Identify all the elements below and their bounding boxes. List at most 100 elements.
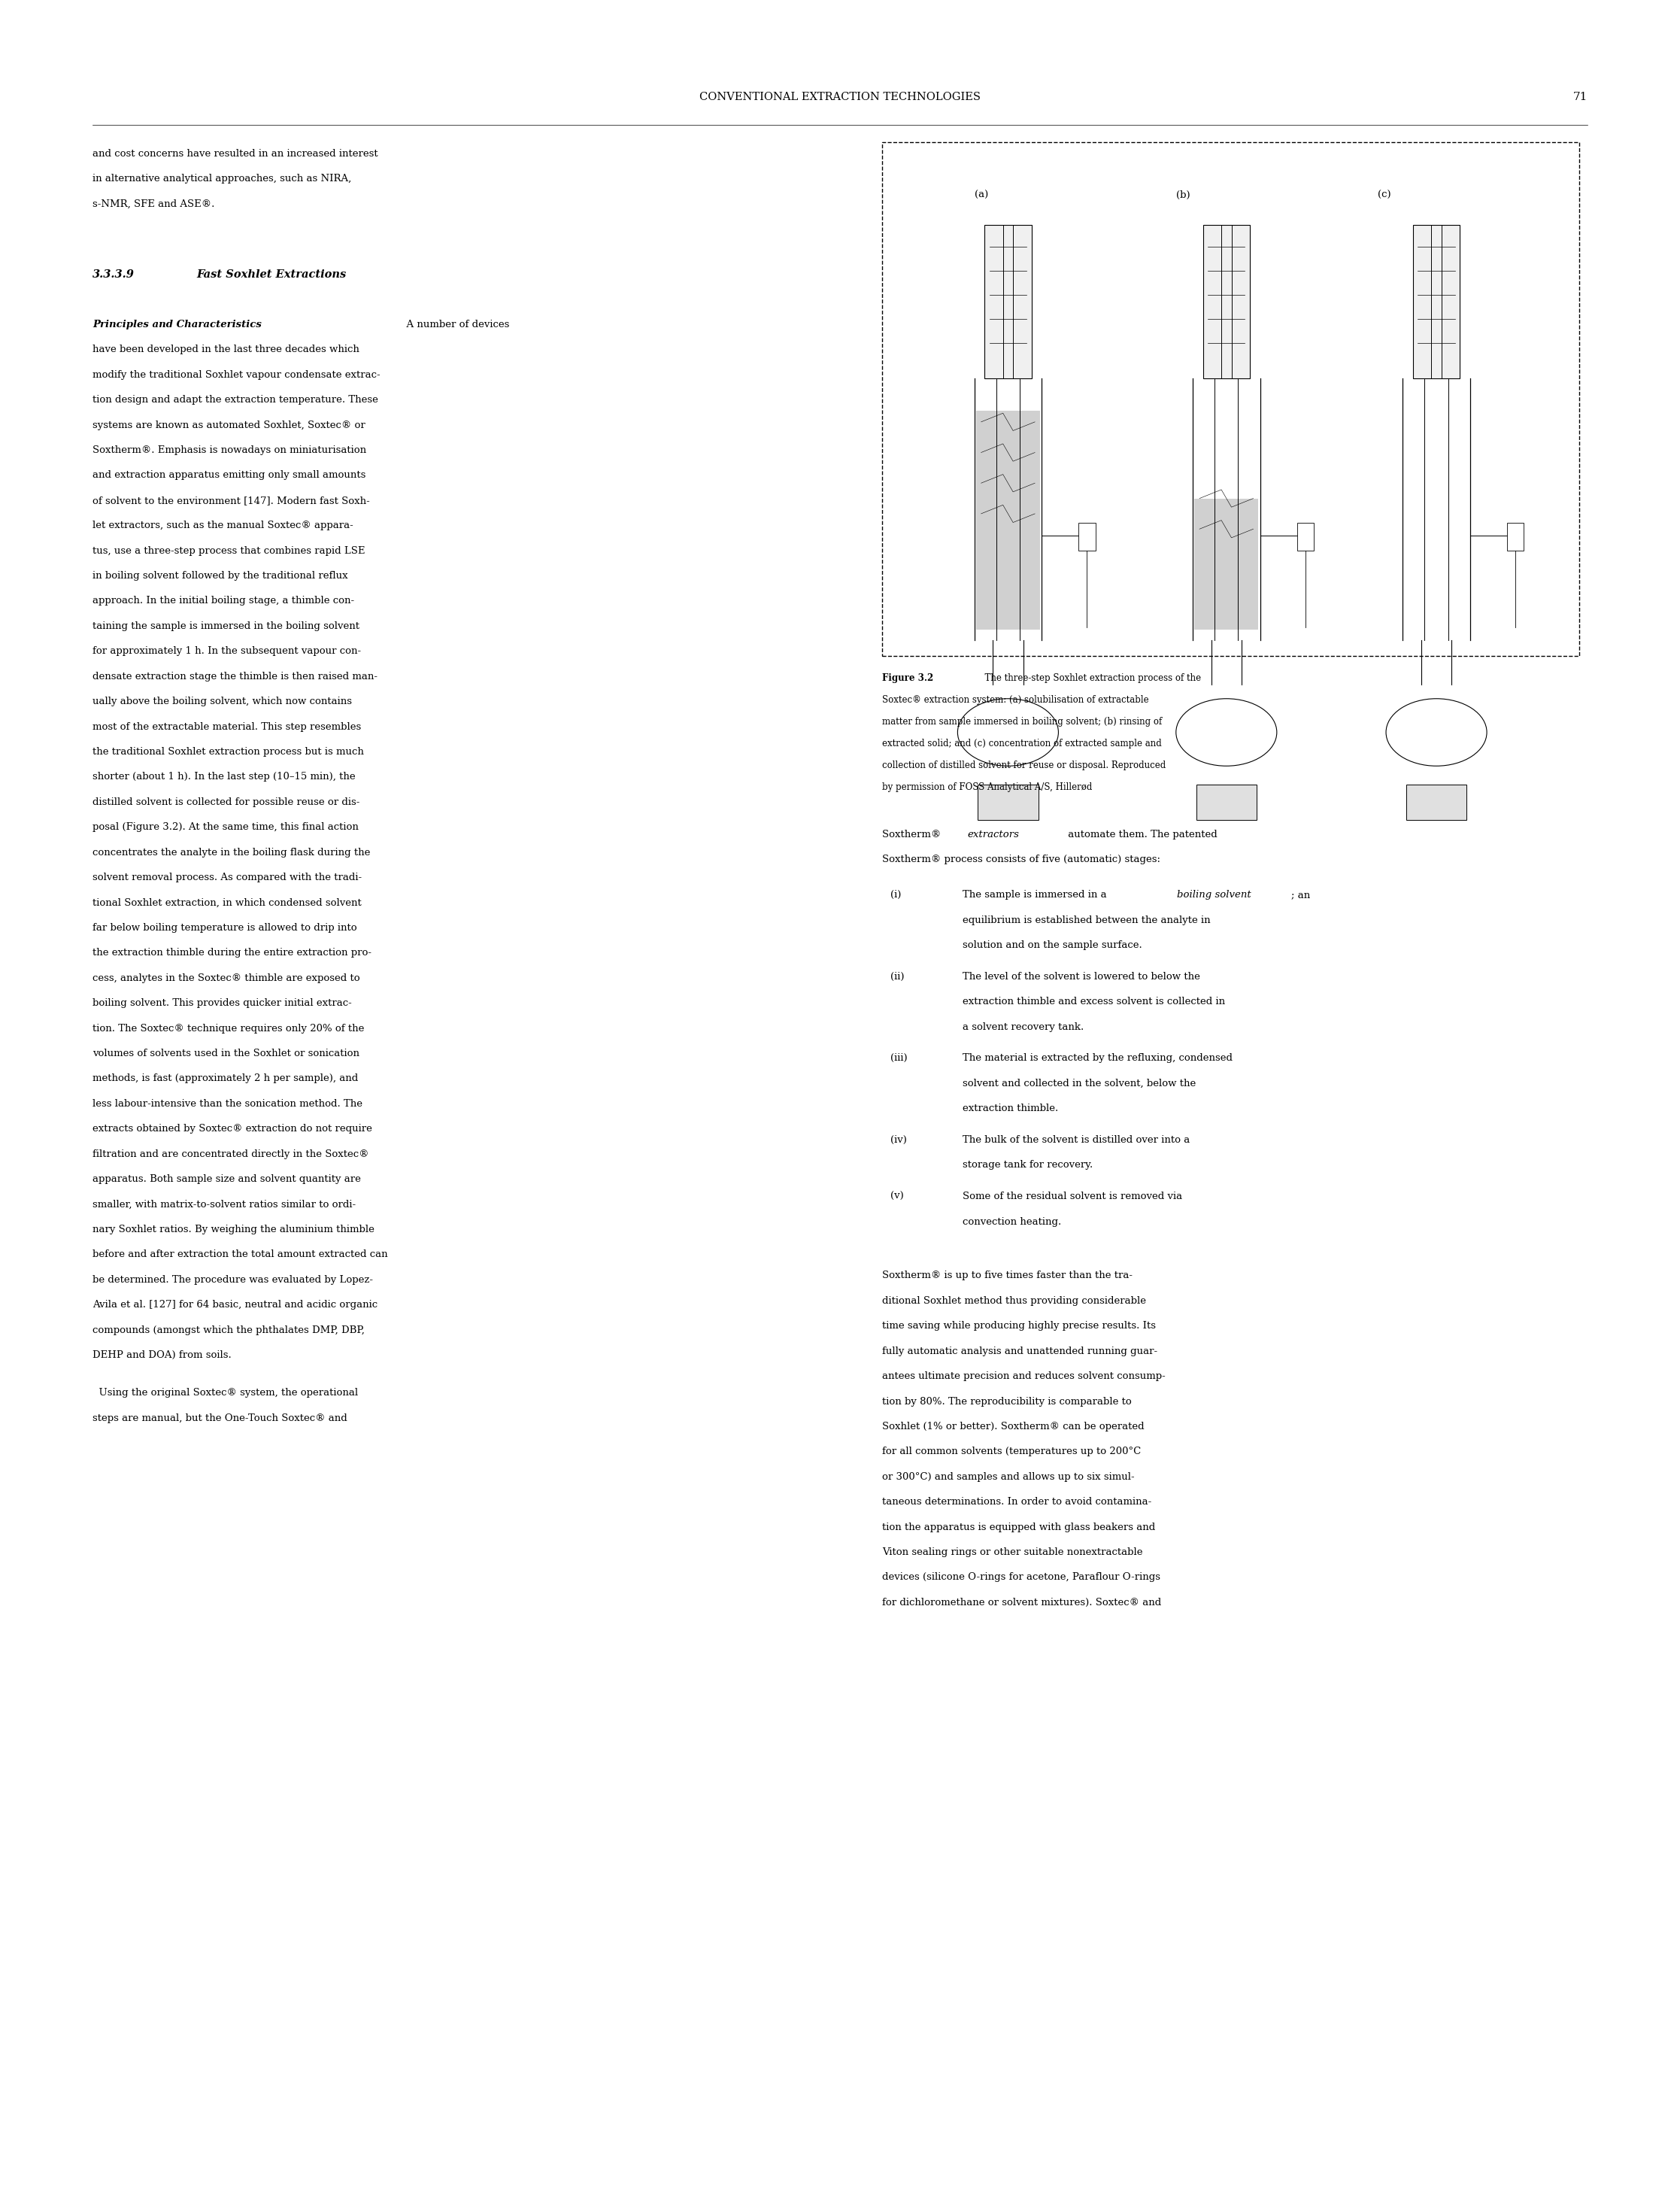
Text: for approximately 1 h. In the subsequent vapour con-: for approximately 1 h. In the subsequent… xyxy=(92,647,361,656)
Text: in boiling solvent followed by the traditional reflux: in boiling solvent followed by the tradi… xyxy=(92,571,348,581)
Text: or 300°C) and samples and allows up to six simul-: or 300°C) and samples and allows up to s… xyxy=(882,1471,1134,1482)
Text: The three-step Soxhlet extraction process of the: The three-step Soxhlet extraction proces… xyxy=(979,673,1201,682)
Text: posal (Figure 3.2). At the same time, this final action: posal (Figure 3.2). At the same time, th… xyxy=(92,822,358,833)
Text: Soxtherm® process consists of five (automatic) stages:: Soxtherm® process consists of five (auto… xyxy=(882,855,1161,866)
Text: Figure 3.2: Figure 3.2 xyxy=(882,673,934,682)
Text: Viton sealing rings or other suitable nonextractable: Viton sealing rings or other suitable no… xyxy=(882,1548,1142,1556)
Text: antees ultimate precision and reduces solvent consump-: antees ultimate precision and reduces so… xyxy=(882,1371,1166,1382)
Text: matter from sample immersed in boiling solvent; (b) rinsing of: matter from sample immersed in boiling s… xyxy=(882,717,1163,726)
Text: of solvent to the environment [147]. Modern fast Soxh-: of solvent to the environment [147]. Mod… xyxy=(92,496,370,505)
Bar xyxy=(976,411,1040,630)
Bar xyxy=(1413,225,1460,378)
Text: boiling solvent: boiling solvent xyxy=(1176,890,1252,901)
Text: cess, analytes in the Soxtec® thimble are exposed to: cess, analytes in the Soxtec® thimble ar… xyxy=(92,973,360,984)
Bar xyxy=(984,225,1032,378)
Text: fully automatic analysis and unattended running guar-: fully automatic analysis and unattended … xyxy=(882,1347,1158,1355)
Text: for dichloromethane or solvent mixtures). Soxtec® and: for dichloromethane or solvent mixtures)… xyxy=(882,1598,1161,1607)
Text: steps are manual, but the One-Touch Soxtec® and: steps are manual, but the One-Touch Soxt… xyxy=(92,1412,348,1423)
Bar xyxy=(1194,498,1258,630)
Text: and extraction apparatus emitting only small amounts: and extraction apparatus emitting only s… xyxy=(92,470,366,481)
Text: (i): (i) xyxy=(890,890,900,901)
Text: extraction thimble.: extraction thimble. xyxy=(963,1104,1058,1113)
Text: Using the original Soxtec® system, the operational: Using the original Soxtec® system, the o… xyxy=(92,1388,358,1397)
Text: tion design and adapt the extraction temperature. These: tion design and adapt the extraction tem… xyxy=(92,396,378,404)
Text: Avila et al. [127] for 64 basic, neutral and acidic organic: Avila et al. [127] for 64 basic, neutral… xyxy=(92,1301,378,1309)
Text: 3.3.3.9: 3.3.3.9 xyxy=(92,269,134,280)
Text: compounds (amongst which the phthalates DMP, DBP,: compounds (amongst which the phthalates … xyxy=(92,1325,365,1336)
Text: (ii): (ii) xyxy=(890,973,904,982)
Text: for all common solvents (temperatures up to 200°C: for all common solvents (temperatures up… xyxy=(882,1447,1141,1456)
Text: extraction thimble and excess solvent is collected in: extraction thimble and excess solvent is… xyxy=(963,997,1225,1006)
Text: before and after extraction the total amount extracted can: before and after extraction the total am… xyxy=(92,1250,388,1259)
Text: Fast Soxhlet Extractions: Fast Soxhlet Extractions xyxy=(197,269,346,280)
Text: approach. In the initial boiling stage, a thimble con-: approach. In the initial boiling stage, … xyxy=(92,597,354,606)
Text: tion the apparatus is equipped with glass beakers and: tion the apparatus is equipped with glas… xyxy=(882,1521,1156,1532)
Text: (iii): (iii) xyxy=(890,1054,907,1062)
Text: The sample is immersed in a: The sample is immersed in a xyxy=(963,890,1110,901)
Text: less labour-intensive than the sonication method. The: less labour-intensive than the sonicatio… xyxy=(92,1100,363,1108)
Text: taneous determinations. In order to avoid contamina-: taneous determinations. In order to avoi… xyxy=(882,1497,1151,1506)
Text: the extraction thimble during the entire extraction pro-: the extraction thimble during the entire… xyxy=(92,949,371,957)
Text: Soxtherm® is up to five times faster than the tra-: Soxtherm® is up to five times faster tha… xyxy=(882,1270,1132,1281)
Bar xyxy=(1297,522,1314,551)
Bar xyxy=(1507,522,1524,551)
Text: tus, use a three-step process that combines rapid LSE: tus, use a three-step process that combi… xyxy=(92,546,365,555)
Ellipse shape xyxy=(1176,700,1277,765)
Text: filtration and are concentrated directly in the Soxtec®: filtration and are concentrated directly… xyxy=(92,1150,370,1159)
Text: time saving while producing highly precise results. Its: time saving while producing highly preci… xyxy=(882,1320,1156,1331)
Bar xyxy=(1203,225,1250,378)
Text: distilled solvent is collected for possible reuse or dis-: distilled solvent is collected for possi… xyxy=(92,798,360,807)
Text: methods, is fast (approximately 2 h per sample), and: methods, is fast (approximately 2 h per … xyxy=(92,1073,358,1084)
Text: Soxtherm®. Emphasis is nowadays on miniaturisation: Soxtherm®. Emphasis is nowadays on minia… xyxy=(92,446,366,455)
Text: far below boiling temperature is allowed to drip into: far below boiling temperature is allowed… xyxy=(92,922,356,933)
Text: in alternative analytical approaches, such as NIRA,: in alternative analytical approaches, su… xyxy=(92,175,351,184)
Text: extracted solid; and (c) concentration of extracted sample and: extracted solid; and (c) concentration o… xyxy=(882,739,1161,748)
Text: Principles and Characteristics: Principles and Characteristics xyxy=(92,319,262,330)
Text: tion by 80%. The reproducibility is comparable to: tion by 80%. The reproducibility is comp… xyxy=(882,1397,1132,1406)
Text: The bulk of the solvent is distilled over into a: The bulk of the solvent is distilled ove… xyxy=(963,1135,1189,1145)
Text: modify the traditional Soxhlet vapour condensate extrac-: modify the traditional Soxhlet vapour co… xyxy=(92,369,380,380)
Text: collection of distilled solvent for reuse or disposal. Reproduced: collection of distilled solvent for reus… xyxy=(882,761,1166,769)
Text: (v): (v) xyxy=(890,1191,904,1202)
Text: extracts obtained by Soxtec® extraction do not require: extracts obtained by Soxtec® extraction … xyxy=(92,1124,371,1135)
Text: The material is extracted by the refluxing, condensed: The material is extracted by the refluxi… xyxy=(963,1054,1233,1062)
Text: volumes of solvents used in the Soxhlet or sonication: volumes of solvents used in the Soxhlet … xyxy=(92,1049,360,1058)
Text: tion. The Soxtec® technique requires only 20% of the: tion. The Soxtec® technique requires onl… xyxy=(92,1023,365,1034)
Text: densate extraction stage the thimble is then raised man-: densate extraction stage the thimble is … xyxy=(92,671,378,682)
Text: ually above the boiling solvent, which now contains: ually above the boiling solvent, which n… xyxy=(92,697,351,706)
Text: The level of the solvent is lowered to below the: The level of the solvent is lowered to b… xyxy=(963,973,1200,982)
Text: A number of devices: A number of devices xyxy=(400,319,509,330)
Bar xyxy=(882,142,1579,656)
Text: Some of the residual solvent is removed via: Some of the residual solvent is removed … xyxy=(963,1191,1183,1202)
Text: solution and on the sample surface.: solution and on the sample surface. xyxy=(963,940,1142,951)
Bar xyxy=(1406,785,1467,820)
Text: 71: 71 xyxy=(1572,92,1588,103)
Ellipse shape xyxy=(958,700,1058,765)
Text: (c): (c) xyxy=(1378,190,1391,199)
Text: most of the extractable material. This step resembles: most of the extractable material. This s… xyxy=(92,721,361,732)
Bar xyxy=(978,785,1038,820)
Text: ; an: ; an xyxy=(1292,890,1310,901)
Text: extractors: extractors xyxy=(968,831,1020,839)
Text: Soxtec® extraction system: (a) solubilisation of extractable: Soxtec® extraction system: (a) solubilis… xyxy=(882,695,1149,704)
Text: CONVENTIONAL EXTRACTION TECHNOLOGIES: CONVENTIONAL EXTRACTION TECHNOLOGIES xyxy=(699,92,981,103)
Text: smaller, with matrix-to-solvent ratios similar to ordi-: smaller, with matrix-to-solvent ratios s… xyxy=(92,1200,356,1209)
Text: concentrates the analyte in the boiling flask during the: concentrates the analyte in the boiling … xyxy=(92,848,370,857)
Text: boiling solvent. This provides quicker initial extrac-: boiling solvent. This provides quicker i… xyxy=(92,999,351,1008)
Text: solvent and collected in the solvent, below the: solvent and collected in the solvent, be… xyxy=(963,1078,1196,1089)
Text: devices (silicone O-rings for acetone, Paraflour O-rings: devices (silicone O-rings for acetone, P… xyxy=(882,1572,1161,1583)
Text: storage tank for recovery.: storage tank for recovery. xyxy=(963,1161,1094,1170)
Text: ditional Soxhlet method thus providing considerable: ditional Soxhlet method thus providing c… xyxy=(882,1296,1146,1305)
Ellipse shape xyxy=(1386,700,1487,765)
Text: s-NMR, SFE and ASE®.: s-NMR, SFE and ASE®. xyxy=(92,199,215,208)
Text: apparatus. Both sample size and solvent quantity are: apparatus. Both sample size and solvent … xyxy=(92,1174,361,1185)
Bar xyxy=(1196,785,1257,820)
Text: (a): (a) xyxy=(974,190,988,199)
Text: solvent removal process. As compared with the tradi-: solvent removal process. As compared wit… xyxy=(92,872,361,883)
Text: DEHP and DOA) from soils.: DEHP and DOA) from soils. xyxy=(92,1351,232,1360)
Text: the traditional Soxhlet extraction process but is much: the traditional Soxhlet extraction proce… xyxy=(92,748,365,756)
Text: equilibrium is established between the analyte in: equilibrium is established between the a… xyxy=(963,916,1211,925)
Bar xyxy=(1079,522,1095,551)
Text: Soxhlet (1% or better). Soxtherm® can be operated: Soxhlet (1% or better). Soxtherm® can be… xyxy=(882,1421,1144,1432)
Text: shorter (about 1 h). In the last step (10–15 min), the: shorter (about 1 h). In the last step (1… xyxy=(92,772,356,783)
